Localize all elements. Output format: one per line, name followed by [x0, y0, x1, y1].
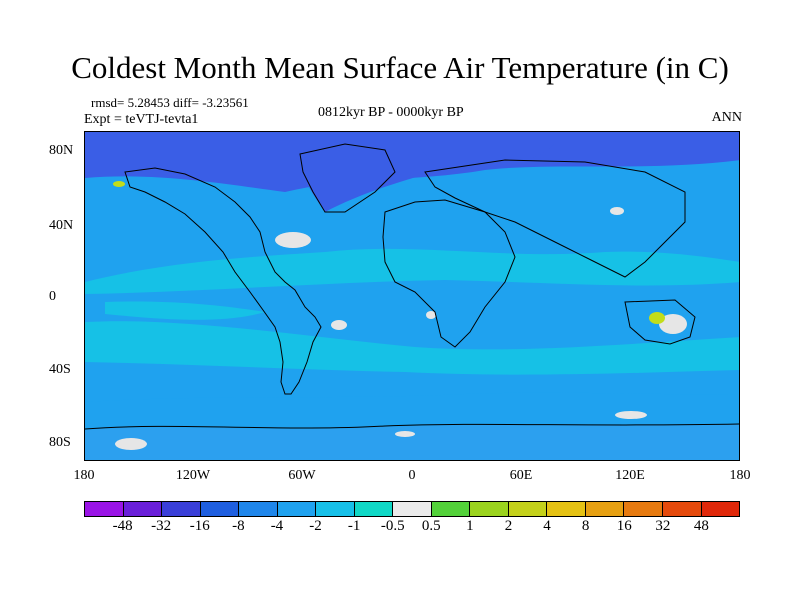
colorbar-label: -16 — [189, 518, 210, 534]
near-zero-patch — [426, 311, 436, 319]
coastlines — [85, 143, 739, 430]
period-label: 0812kyr BP - 0000kyr BP — [318, 105, 464, 120]
colorbar-segment — [393, 501, 432, 517]
lat-tick-label: 40N — [49, 218, 74, 233]
lat-tick-label: 80S — [49, 435, 71, 450]
colorbar-label: 16 — [616, 518, 632, 534]
colorbar-segment — [123, 501, 163, 517]
near-zero-patch — [395, 431, 415, 437]
africa-europe-coastline — [382, 199, 516, 348]
colorbar-label: -2 — [309, 518, 322, 534]
lon-tick-label: 120E — [615, 468, 645, 483]
near-zero-patch — [659, 314, 687, 334]
colorbar-label: -8 — [232, 518, 245, 534]
map-canvas — [85, 132, 739, 460]
colorbar-segment — [470, 501, 509, 517]
asia-coastline — [424, 159, 686, 278]
colorbar-segment — [316, 501, 355, 517]
colorbar-label: 0.5 — [421, 518, 441, 534]
americas-coastline — [124, 167, 322, 395]
subtropics-north-field — [85, 248, 739, 294]
near-zero-patch — [610, 207, 624, 215]
colorbar-label: 32 — [655, 518, 671, 534]
colorbar-label: -0.5 — [380, 518, 405, 534]
colorbar — [84, 501, 741, 517]
colorbar-segment — [585, 501, 625, 517]
experiment-label: Expt = teVTJ-tevta1 — [84, 112, 199, 127]
colorbar-segment — [200, 501, 240, 517]
colorbar-segment — [277, 501, 317, 517]
antarctica-coastline — [85, 423, 739, 430]
near-zero-patch — [615, 411, 647, 419]
lat-tick-label: 80N — [49, 143, 74, 158]
colorbar-segment — [662, 501, 702, 517]
colorbar-segment — [354, 501, 394, 517]
lon-tick-label: 0 — [408, 468, 416, 483]
map-panel — [84, 131, 740, 461]
colorbar-label: -48 — [112, 518, 133, 534]
colorbar-label: 48 — [693, 518, 709, 534]
colorbar-segment — [547, 501, 586, 517]
tropical-pacific-field — [105, 301, 265, 320]
near-zero-patch — [331, 320, 347, 330]
lon-tick-label: 60E — [509, 468, 533, 483]
australia-coastline — [624, 299, 696, 345]
colorbar-label: 2 — [504, 518, 513, 534]
lon-tick-label: 180 — [73, 468, 95, 483]
colorbar-label: -1 — [347, 518, 361, 534]
season-label: ANN — [711, 110, 742, 125]
near-zero-patch — [115, 438, 147, 450]
warm-patch — [113, 181, 125, 187]
near-zero-patch — [275, 232, 311, 248]
subtropics-south-field — [85, 321, 739, 375]
colorbar-label: -4 — [270, 518, 284, 534]
lat-tick-label: 40S — [49, 362, 71, 377]
colorbar-segment — [701, 501, 741, 517]
lat-tick-label: 0 — [49, 289, 56, 304]
colorbar-segment — [162, 501, 201, 517]
colorbar-segment — [84, 501, 124, 517]
colorbar-label: 8 — [581, 518, 590, 534]
colorbar-segment — [239, 501, 278, 517]
colorbar-segment — [431, 501, 471, 517]
colorbar-label: -32 — [151, 518, 172, 534]
colorbar-segment — [508, 501, 548, 517]
temperature-field — [85, 132, 739, 460]
greenland-coastline — [299, 143, 396, 213]
lon-tick-label: 180 — [729, 468, 751, 483]
lon-tick-label: 60W — [288, 468, 316, 483]
warm-patch — [649, 312, 665, 324]
lon-tick-label: 120W — [175, 468, 211, 483]
stats-text: rmsd= 5.28453 diff= -3.23561 — [91, 95, 249, 110]
colorbar-label: 4 — [543, 518, 551, 534]
colorbar-label: 1 — [466, 518, 474, 534]
colorbar-segment — [624, 501, 663, 517]
arctic-field-east — [415, 134, 555, 168]
plot-title: Coldest Month Mean Surface Air Temperatu… — [71, 50, 729, 85]
antarctica-field — [85, 424, 739, 460]
